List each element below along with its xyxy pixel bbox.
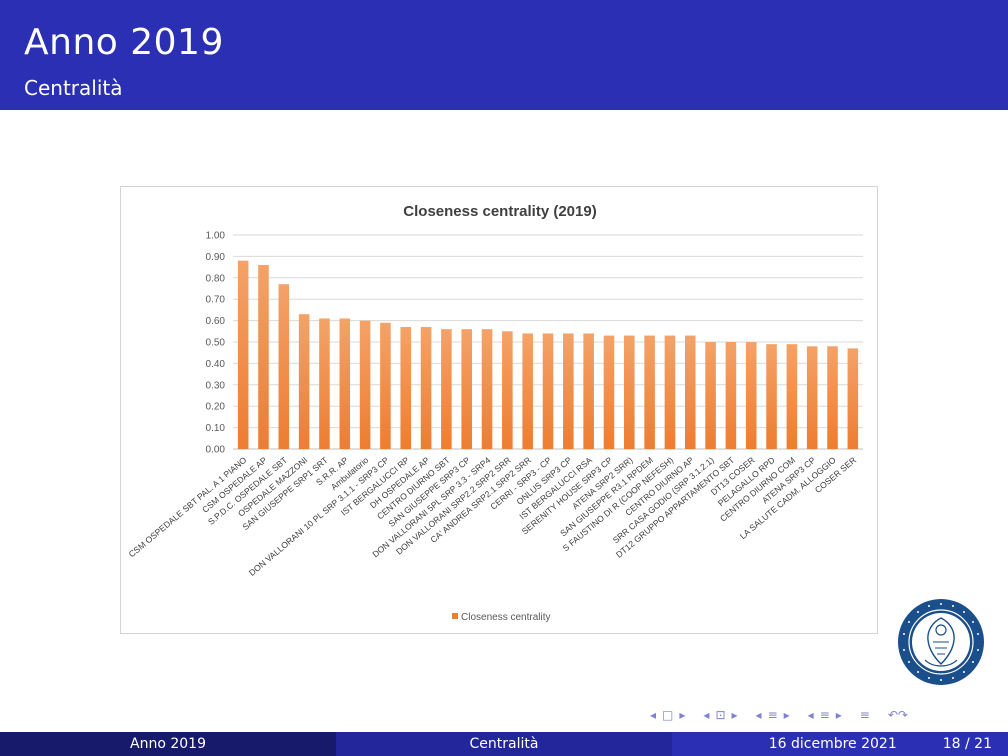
slide-subtitle: Centralità (24, 76, 123, 100)
bar (258, 264, 269, 449)
chart-frame: Closeness centrality (2019) 0.00 0.10 0.20… (120, 186, 878, 634)
footer-section: Centralità (336, 732, 672, 756)
bar (827, 346, 838, 449)
y-tick-label: 0.10 (206, 423, 226, 434)
nav-next-subsection-icon[interactable]: ▸ (731, 708, 738, 722)
nav-prev-section-icon[interactable]: ◂ (755, 708, 762, 722)
bar (583, 333, 594, 449)
bar (441, 329, 452, 449)
bar (603, 335, 615, 449)
bar (806, 346, 818, 449)
bar (684, 335, 696, 449)
nav-section-icon[interactable]: ≡ (767, 708, 778, 722)
university-seal-logo (898, 599, 984, 685)
bar (542, 333, 554, 449)
bar (847, 348, 859, 449)
y-tick-label: 0.70 (206, 295, 226, 306)
bar (502, 331, 513, 449)
slide-title: Anno 2019 (24, 22, 224, 63)
nav-prev-frame-icon[interactable]: ◂ (650, 708, 657, 722)
footer-title-text: Anno 2019 (130, 736, 206, 752)
footer-date: 16 dicembre 2021 (768, 736, 897, 752)
bar (745, 342, 757, 449)
y-tick-label: 0.30 (206, 380, 226, 391)
y-tick-label: 1.00 (206, 231, 226, 242)
bar (522, 333, 533, 449)
bar (786, 344, 798, 449)
bar (400, 327, 412, 449)
bar (644, 335, 655, 449)
bar (339, 318, 351, 449)
nav-next-section-icon[interactable]: ▸ (783, 708, 790, 722)
nav-document-icon[interactable]: ≡ (819, 708, 830, 722)
nav-prev-subsection-icon[interactable]: ◂ (703, 708, 710, 722)
nav-search-back-forward-icon[interactable]: ↶↷ (887, 708, 908, 722)
footer-section-text: Centralità (469, 736, 539, 752)
nav-next-document-icon[interactable]: ▸ (835, 708, 842, 722)
footer-title: Anno 2019 (0, 732, 336, 756)
y-tick-label: 0.00 (206, 445, 226, 456)
footer-info: 16 dicembre 2021 18 / 21 (672, 732, 1008, 756)
nav-prev-document-icon[interactable]: ◂ (807, 708, 814, 722)
slide-footer: Anno 2019 Centralità 16 dicembre 2021 18… (0, 732, 1008, 756)
chart-legend: Closeness centrality (452, 612, 550, 623)
y-tick-label: 0.50 (206, 338, 226, 349)
bar (278, 284, 290, 449)
bar (380, 322, 391, 449)
legend-label: Closeness centrality (461, 612, 550, 623)
footer-page-number: 18 / 21 (942, 736, 992, 752)
nav-subsection-icon[interactable]: ⊡ (715, 708, 726, 722)
bar (725, 342, 737, 449)
bar (461, 329, 472, 449)
nav-frame-icon[interactable]: □ (662, 708, 674, 722)
nav-next-frame-icon[interactable]: ▸ (679, 708, 686, 722)
bar (298, 314, 310, 449)
bar (319, 318, 330, 449)
beamer-navigation: ◂ □ ▸ ◂ ⊡ ▸ ◂ ≡ ▸ ◂ ≡ ▸ ≡ ↶↷ (648, 706, 910, 724)
bar (237, 260, 249, 449)
bar (359, 320, 371, 449)
bar (481, 329, 493, 449)
chart-title: Closeness centrality (2019) (403, 203, 596, 220)
bar (664, 335, 676, 449)
y-tick-label: 0.80 (206, 273, 226, 284)
closeness-centrality-chart: Closeness centrality (2019) 0.00 0.10 0.20… (127, 203, 863, 623)
bar (563, 333, 574, 449)
nav-toc-icon[interactable]: ≡ (859, 708, 870, 722)
y-tick-label: 0.40 (206, 359, 226, 370)
y-tick-label: 0.90 (206, 252, 226, 263)
legend-swatch (452, 613, 458, 619)
bar (420, 327, 432, 449)
bar (766, 344, 777, 449)
bar (624, 335, 635, 449)
slide-header: Anno 2019 Centralità (0, 0, 1008, 110)
y-tick-label: 0.60 (206, 316, 226, 327)
y-tick-label: 0.20 (206, 402, 226, 413)
bar (705, 342, 716, 449)
